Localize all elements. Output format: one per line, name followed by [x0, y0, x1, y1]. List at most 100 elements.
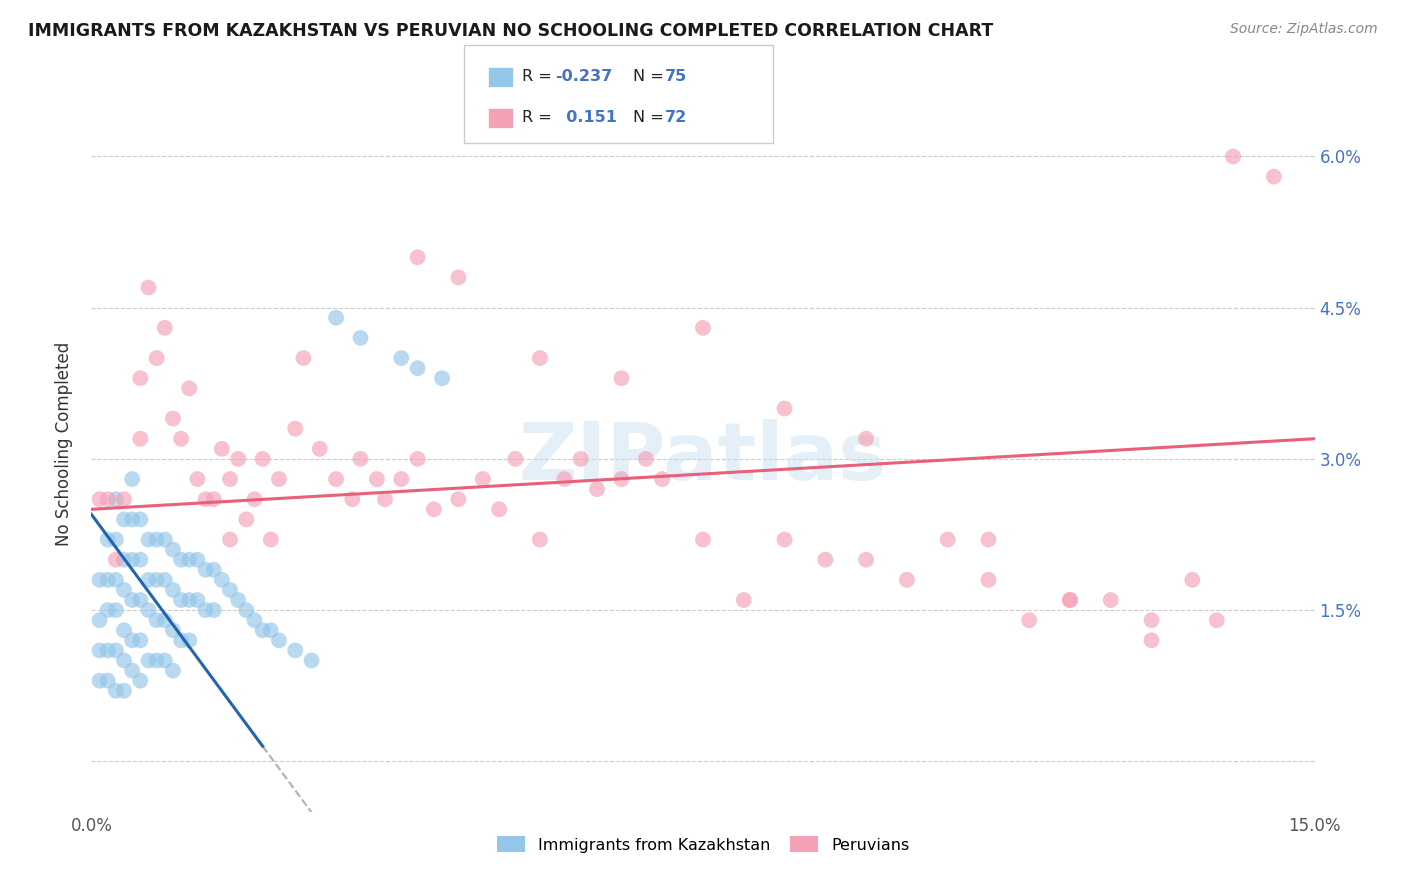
Point	[634, 451, 657, 466]
Point	[855, 552, 877, 566]
Point	[179, 593, 201, 607]
Point	[112, 492, 135, 507]
Point	[430, 371, 453, 385]
Point	[529, 351, 551, 365]
Point	[977, 573, 1000, 587]
Point	[977, 533, 1000, 547]
Point	[260, 624, 283, 638]
Point	[145, 653, 167, 667]
Point	[505, 451, 527, 466]
Point	[814, 552, 837, 566]
Point	[162, 582, 184, 597]
Point	[389, 472, 412, 486]
Point	[89, 492, 111, 507]
Point	[553, 472, 575, 486]
Point	[586, 482, 609, 496]
Text: 0.151: 0.151	[555, 111, 617, 125]
Point	[186, 593, 208, 607]
Point	[179, 552, 201, 566]
Point	[692, 321, 714, 335]
Point	[97, 643, 120, 657]
Point	[243, 492, 266, 507]
Point	[342, 492, 364, 507]
Point	[170, 593, 193, 607]
Point	[447, 270, 470, 285]
Point	[1059, 593, 1081, 607]
Point	[202, 603, 225, 617]
Point	[153, 613, 176, 627]
Point	[1099, 593, 1122, 607]
Point	[162, 411, 184, 425]
Point	[211, 442, 233, 456]
Point	[219, 533, 242, 547]
Text: Source: ZipAtlas.com: Source: ZipAtlas.com	[1230, 22, 1378, 37]
Point	[389, 351, 412, 365]
Point	[1181, 573, 1204, 587]
Point	[267, 633, 290, 648]
Point	[235, 603, 257, 617]
Point	[104, 573, 127, 587]
Point	[186, 472, 208, 486]
Point	[349, 331, 371, 345]
Point	[219, 472, 242, 486]
Point	[202, 492, 225, 507]
Text: N =: N =	[633, 70, 669, 84]
Point	[936, 533, 959, 547]
Point	[121, 472, 143, 486]
Point	[252, 451, 274, 466]
Point	[97, 673, 120, 688]
Point	[89, 613, 111, 627]
Point	[773, 401, 796, 416]
Point	[145, 533, 167, 547]
Point	[104, 683, 127, 698]
Point	[194, 492, 217, 507]
Point	[97, 603, 120, 617]
Point	[284, 643, 307, 657]
Point	[243, 613, 266, 627]
Point	[374, 492, 396, 507]
Point	[252, 624, 274, 638]
Point	[121, 664, 143, 678]
Point	[349, 451, 371, 466]
Point	[610, 472, 633, 486]
Point	[529, 533, 551, 547]
Text: -0.237: -0.237	[555, 70, 613, 84]
Point	[129, 371, 152, 385]
Point	[170, 432, 193, 446]
Point	[153, 573, 176, 587]
Text: N =: N =	[633, 111, 669, 125]
Point	[170, 633, 193, 648]
Point	[121, 552, 143, 566]
Point	[896, 573, 918, 587]
Point	[651, 472, 673, 486]
Point	[145, 573, 167, 587]
Point	[162, 542, 184, 557]
Point	[153, 653, 176, 667]
Point	[121, 512, 143, 526]
Point	[267, 472, 290, 486]
Point	[1140, 613, 1163, 627]
Point	[129, 432, 152, 446]
Point	[194, 603, 217, 617]
Point	[112, 683, 135, 698]
Point	[569, 451, 592, 466]
Point	[104, 492, 127, 507]
Point	[226, 451, 249, 466]
Y-axis label: No Schooling Completed: No Schooling Completed	[55, 342, 73, 546]
Point	[162, 664, 184, 678]
Point	[97, 573, 120, 587]
Point	[179, 381, 201, 395]
Text: R =: R =	[522, 111, 557, 125]
Point	[129, 633, 152, 648]
Text: 75: 75	[665, 70, 688, 84]
Point	[1263, 169, 1285, 184]
Point	[121, 593, 143, 607]
Point	[112, 552, 135, 566]
Point	[1018, 613, 1040, 627]
Point	[260, 533, 283, 547]
Point	[121, 633, 143, 648]
Point	[1205, 613, 1227, 627]
Point	[447, 492, 470, 507]
Point	[219, 582, 242, 597]
Point	[112, 624, 135, 638]
